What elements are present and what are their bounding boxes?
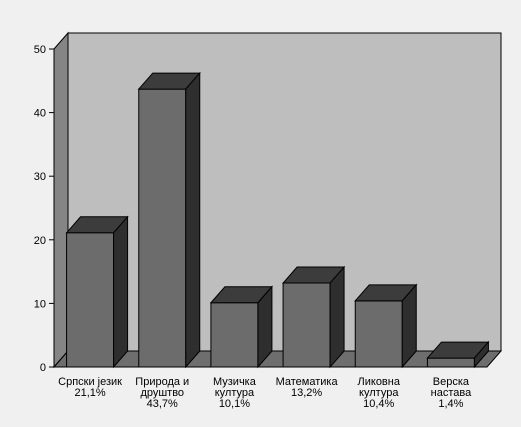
category-label-line: 13,2% xyxy=(291,387,322,399)
y-axis-ticks: 0 10 20 30 40 50 xyxy=(34,44,54,374)
bar xyxy=(281,265,346,369)
category-label-line: 10,4% xyxy=(363,398,394,410)
bar-side xyxy=(185,71,201,369)
category-label-line: 1,4% xyxy=(438,398,463,410)
bar-side xyxy=(329,265,345,369)
y-tick-label: 50 xyxy=(34,44,46,56)
bar-front xyxy=(210,302,259,368)
category-label-line: Природа и xyxy=(135,376,189,388)
category-label-line: Музичка xyxy=(213,376,257,388)
bar xyxy=(137,71,201,369)
y-tick-label: 0 xyxy=(40,362,46,374)
bar xyxy=(65,215,129,369)
bar-front xyxy=(282,282,331,368)
bar xyxy=(354,283,418,369)
bar-side xyxy=(257,285,273,369)
category-label-line: култура xyxy=(359,387,399,399)
category-label-line: Српски језик xyxy=(58,376,122,388)
category-label-line: Математика xyxy=(276,376,339,388)
bar xyxy=(426,340,490,369)
bar-side xyxy=(401,283,417,369)
plot-side-wall xyxy=(53,31,69,369)
category-label-line: Ликовна xyxy=(358,376,401,388)
bar xyxy=(209,285,274,369)
bar-front xyxy=(354,300,403,368)
y-tick-label: 20 xyxy=(34,235,46,247)
category-label-line: друштво xyxy=(140,387,184,399)
bar-side xyxy=(113,215,129,369)
category-label-line: 10,1% xyxy=(219,398,250,410)
y-tick-label: 40 xyxy=(34,108,46,120)
bar-front xyxy=(426,357,475,368)
category-label-line: 21,1% xyxy=(74,387,105,399)
bars-group xyxy=(65,71,490,369)
bar-front xyxy=(138,88,187,368)
category-label-line: култура xyxy=(215,387,255,399)
category-label-line: 43,7% xyxy=(147,398,178,410)
y-tick-label: 30 xyxy=(34,171,46,183)
bar-front xyxy=(66,232,115,368)
category-label-line: Верска xyxy=(433,376,470,388)
y-tick-label: 10 xyxy=(34,298,46,310)
bar-side xyxy=(473,340,489,369)
category-label-line: настава xyxy=(431,387,472,399)
